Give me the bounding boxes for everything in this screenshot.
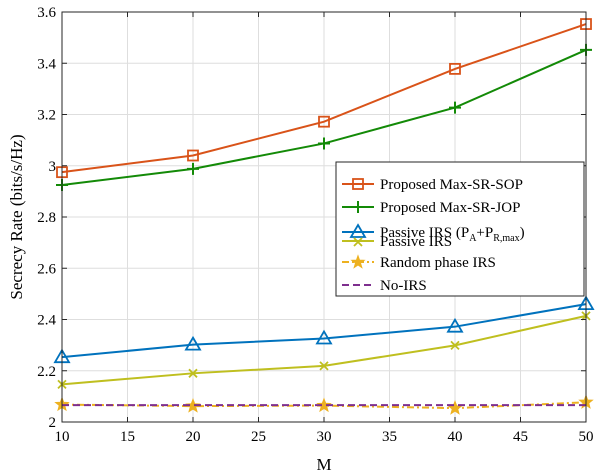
legend-item-jop: Proposed Max-SR-JOP [342, 200, 520, 216]
data-point [446, 317, 464, 333]
data-point [185, 397, 201, 413]
data-point [187, 162, 199, 175]
ticks: 10 15 20 25 30 35 40 45 50 2 2.2 2.4 2.6 2.8 3 3.2 3.4 3.… [37, 5, 593, 445]
data-point [187, 149, 199, 162]
y-tick-label: 2.2 [37, 364, 56, 380]
x-tick-label: 30 [317, 429, 332, 445]
series-line [61, 401, 587, 410]
legend-item-passive-irs: Passive IRS [342, 234, 452, 250]
legend-marker-passive-irs-pa-pr [349, 223, 367, 238]
legend-marker-passive-irs [353, 237, 363, 247]
legend-item-no-irs: No-IRS [342, 278, 427, 294]
data-point [449, 62, 461, 75]
legend-item-passive-irs-pa-pr: Passive IRS (PA+PR,max) [342, 223, 525, 244]
y-tick-label: 2.4 [37, 313, 56, 329]
x-tick-label: 35 [382, 429, 397, 445]
data-point [318, 137, 330, 150]
data-point [316, 397, 332, 413]
series-line [61, 23, 587, 174]
y-tick-label: 2 [49, 415, 57, 431]
x-tick-label: 25 [251, 429, 266, 445]
y-tick-label: 3.6 [37, 5, 56, 21]
x-tick-label: 10 [55, 429, 70, 445]
y-tick-label: 2.8 [37, 210, 56, 226]
legend-item-random-phase-irs: Random phase IRS [342, 254, 496, 271]
series-line [61, 303, 587, 359]
data-point [315, 329, 333, 345]
legend-marker-sop [352, 178, 364, 190]
legend-marker-jop [352, 201, 364, 213]
data-point [319, 361, 329, 371]
data-point [184, 335, 202, 351]
legend-box [335, 161, 585, 297]
x-tick-label: 50 [579, 429, 594, 445]
x-tick-label: 45 [513, 429, 528, 445]
legend-label-random-phase-irs: Random phase IRS [380, 255, 496, 271]
y-tick-label: 3 [49, 159, 57, 175]
data-point [188, 368, 198, 378]
data-point [318, 115, 330, 128]
legend-label-no-irs: No-IRS [380, 278, 427, 294]
legend-label-passive-irs: Passive IRS [380, 234, 452, 250]
legend: Proposed Max-SR-SOP Proposed Max-SR-JOP … [335, 161, 585, 297]
x-tick-label: 15 [120, 429, 135, 445]
legend-marker-random-phase-irs [350, 254, 366, 269]
y-tick-label: 2.6 [37, 261, 56, 277]
x-tick-label: 20 [186, 429, 201, 445]
legend-label-passive-irs-pa-pr: Passive IRS (PA+PR,max) [380, 225, 525, 244]
legend-label-sop: Proposed Max-SR-SOP [380, 177, 523, 193]
data-point [450, 340, 460, 351]
x-tick-label: 40 [448, 429, 463, 445]
y-tick-label: 3.2 [37, 108, 56, 124]
x-axis-title: M [316, 455, 331, 474]
legend-item-sop: Proposed Max-SR-SOP [342, 177, 523, 193]
legend-label-jop: Proposed Max-SR-JOP [380, 200, 520, 216]
data-point [449, 101, 461, 114]
y-axis-title: Secrecy Rate (bits/s/Hz) [7, 134, 26, 299]
y-tick-label: 3.4 [37, 56, 56, 72]
